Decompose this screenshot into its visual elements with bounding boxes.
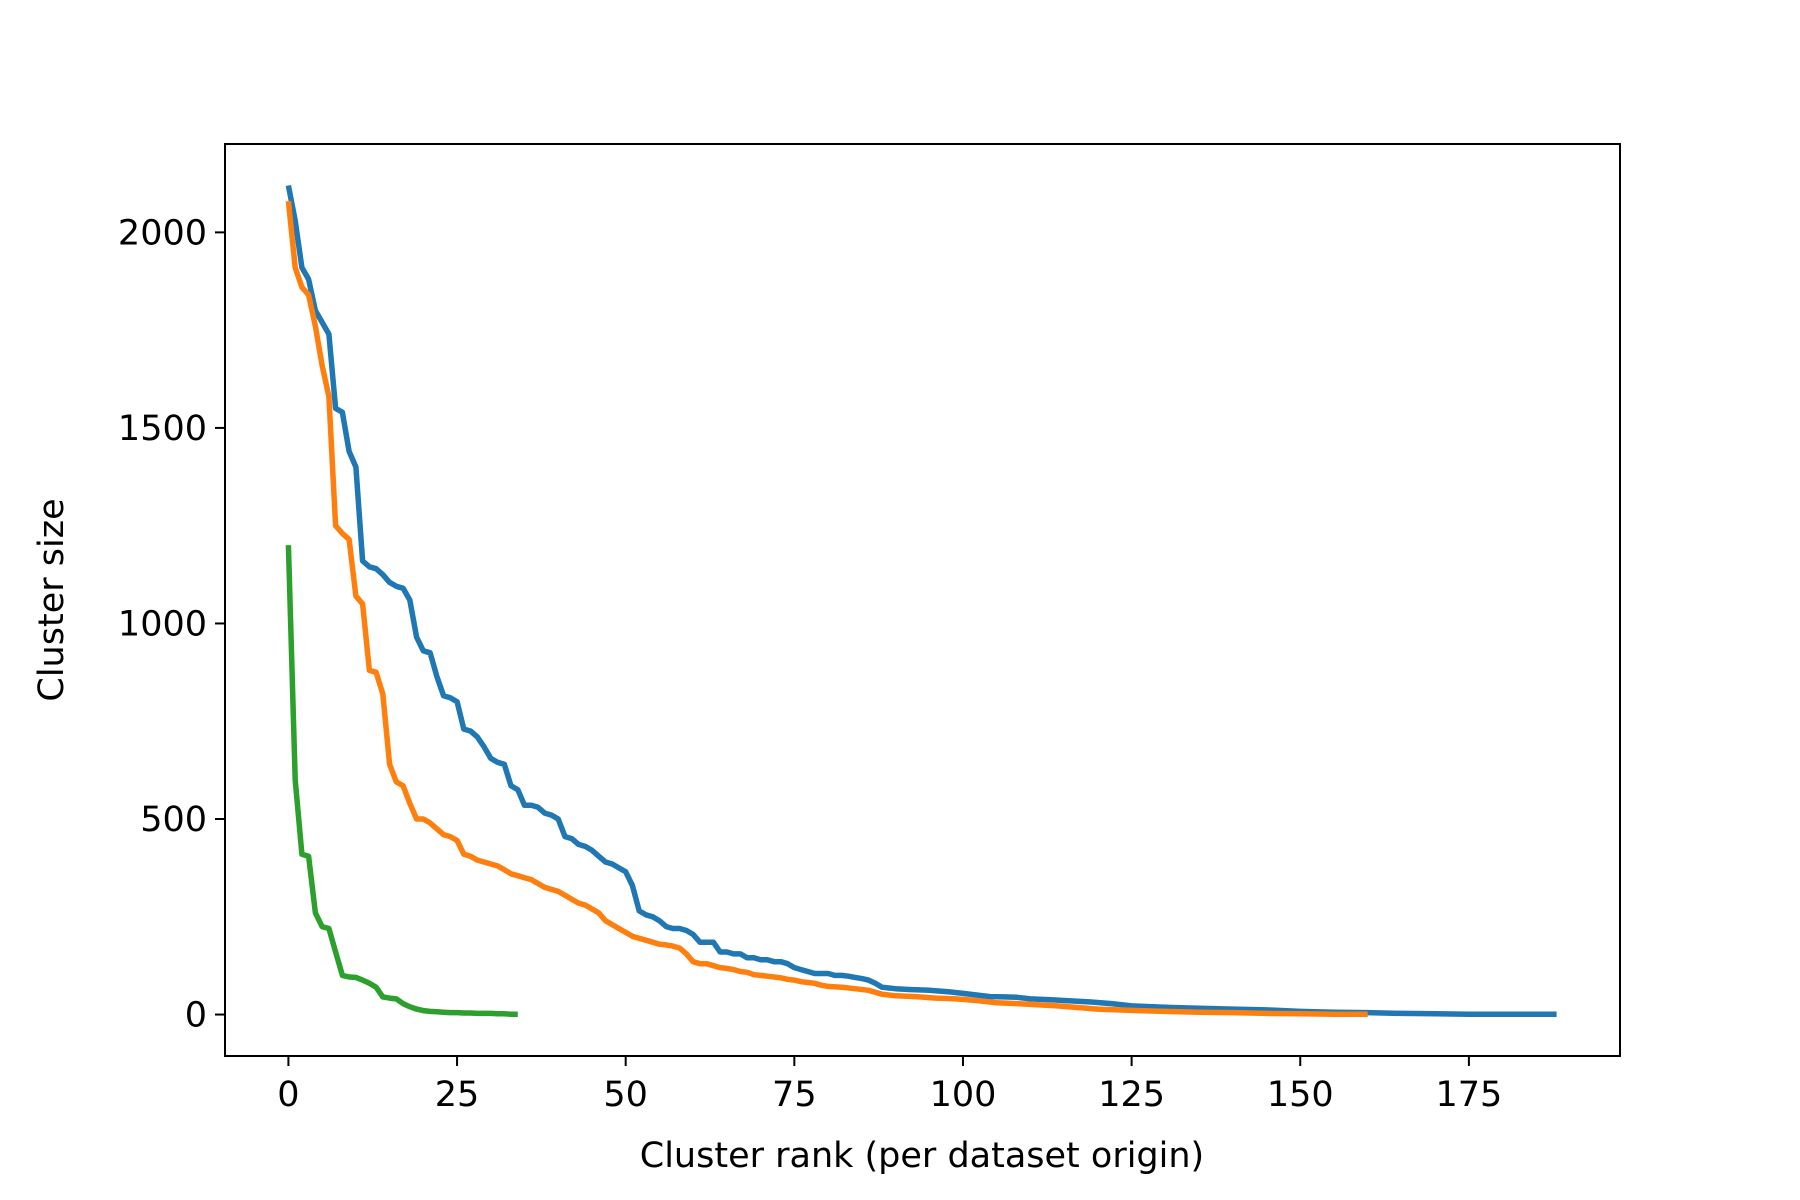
series-line-1: [285, 184, 1557, 1017]
series-line-2: [285, 200, 1368, 1017]
y-axis-ticks: 0 500 1000 1500 2000: [118, 213, 225, 1036]
x-tick-label: 50: [603, 1075, 648, 1115]
x-axis-label: Cluster rank (per dataset origin): [640, 1136, 1204, 1176]
x-tick-label: 175: [1435, 1075, 1502, 1115]
plot-frame: [224, 143, 1621, 1057]
y-tick-label: 500: [140, 800, 207, 840]
y-tick-label: 2000: [118, 213, 207, 253]
y-tick-label: 0: [185, 996, 207, 1036]
series-layer: [285, 184, 1557, 1017]
x-axis-ticks: 0 25 50 75 100 125 150 175: [277, 1056, 1502, 1115]
x-tick-label: 75: [772, 1075, 817, 1115]
x-tick-label: 150: [1267, 1075, 1334, 1115]
x-tick-label: 0: [277, 1075, 299, 1115]
series-line-3: [285, 545, 518, 1017]
x-tick-label: 100: [930, 1075, 997, 1115]
x-tick-label: 25: [435, 1075, 480, 1115]
y-tick-label: 1500: [118, 409, 207, 449]
y-axis-label: Cluster size: [32, 498, 72, 701]
y-tick-label: 1000: [118, 604, 207, 644]
x-tick-label: 125: [1098, 1075, 1165, 1115]
